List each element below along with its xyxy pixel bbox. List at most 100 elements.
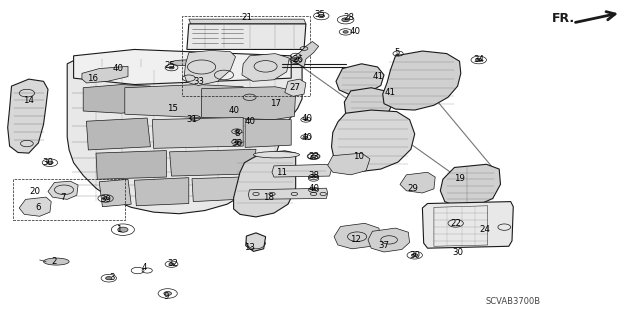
- Polygon shape: [187, 24, 306, 49]
- Polygon shape: [48, 181, 78, 199]
- Polygon shape: [74, 49, 291, 85]
- Polygon shape: [19, 197, 51, 216]
- Polygon shape: [245, 120, 291, 147]
- Circle shape: [164, 292, 172, 295]
- Circle shape: [47, 161, 53, 164]
- Circle shape: [106, 277, 112, 280]
- Polygon shape: [82, 66, 128, 83]
- Polygon shape: [202, 87, 296, 120]
- Circle shape: [311, 155, 316, 158]
- Text: 1: 1: [116, 225, 121, 234]
- Text: 23: 23: [308, 152, 319, 161]
- Text: 3: 3: [109, 273, 115, 282]
- Circle shape: [343, 31, 348, 33]
- Text: 5: 5: [394, 48, 399, 57]
- Text: 40: 40: [349, 27, 361, 36]
- Circle shape: [235, 130, 239, 132]
- Text: 27: 27: [289, 83, 300, 92]
- Text: 41: 41: [372, 72, 383, 81]
- Text: 24: 24: [479, 225, 491, 234]
- Text: 38: 38: [308, 171, 319, 180]
- Text: 13: 13: [244, 243, 255, 252]
- Text: FR.: FR.: [552, 12, 575, 25]
- Polygon shape: [170, 149, 256, 176]
- Polygon shape: [134, 178, 189, 206]
- Polygon shape: [285, 79, 306, 96]
- Circle shape: [312, 189, 316, 191]
- Text: 16: 16: [87, 74, 99, 83]
- Bar: [13, 179, 125, 220]
- Text: 21: 21: [241, 13, 252, 22]
- Text: 41: 41: [385, 88, 396, 97]
- Text: 2: 2: [52, 257, 57, 266]
- Polygon shape: [234, 151, 296, 217]
- Text: 12: 12: [349, 235, 361, 244]
- Text: 37: 37: [378, 241, 390, 250]
- Circle shape: [412, 254, 418, 257]
- Text: 14: 14: [23, 96, 35, 105]
- Circle shape: [312, 176, 316, 178]
- Polygon shape: [99, 179, 131, 207]
- Text: 40: 40: [244, 117, 255, 126]
- Text: 7: 7: [60, 193, 65, 202]
- Polygon shape: [400, 172, 435, 193]
- Polygon shape: [67, 53, 302, 214]
- Circle shape: [102, 197, 109, 200]
- Polygon shape: [125, 85, 243, 117]
- Polygon shape: [383, 51, 461, 110]
- Polygon shape: [334, 223, 381, 249]
- Text: 29: 29: [408, 184, 418, 193]
- Text: 6: 6: [36, 203, 41, 212]
- Text: 32: 32: [167, 259, 179, 268]
- Polygon shape: [83, 85, 150, 113]
- Text: 30: 30: [409, 251, 420, 260]
- Bar: [182, 16, 310, 96]
- Text: 4: 4: [141, 263, 147, 272]
- Text: 17: 17: [269, 99, 281, 108]
- Circle shape: [293, 59, 298, 62]
- Circle shape: [476, 58, 482, 62]
- Ellipse shape: [44, 258, 69, 265]
- Polygon shape: [8, 79, 48, 153]
- Text: 10: 10: [353, 152, 364, 161]
- Circle shape: [118, 227, 128, 232]
- Text: 28: 28: [343, 13, 355, 22]
- Polygon shape: [184, 50, 236, 85]
- Polygon shape: [440, 164, 500, 207]
- Text: 30: 30: [42, 158, 54, 167]
- Text: 9: 9: [164, 292, 169, 301]
- Circle shape: [318, 14, 324, 18]
- Text: 40: 40: [113, 64, 124, 73]
- Polygon shape: [328, 153, 370, 175]
- Polygon shape: [96, 151, 166, 179]
- Polygon shape: [242, 54, 289, 81]
- Polygon shape: [189, 19, 306, 24]
- Polygon shape: [246, 233, 266, 251]
- Text: 8: 8: [234, 130, 239, 138]
- Text: 20: 20: [29, 187, 41, 196]
- Polygon shape: [152, 117, 243, 148]
- Circle shape: [235, 141, 239, 143]
- Polygon shape: [248, 188, 328, 199]
- Text: 35: 35: [314, 10, 326, 19]
- Ellipse shape: [253, 152, 300, 158]
- Text: 15: 15: [167, 104, 179, 113]
- Text: 25: 25: [164, 61, 175, 70]
- Text: SCVAB3700B: SCVAB3700B: [485, 297, 540, 306]
- Text: 39: 39: [100, 195, 111, 204]
- Polygon shape: [192, 177, 240, 202]
- Text: 40: 40: [301, 114, 313, 122]
- Circle shape: [342, 18, 349, 22]
- Text: 34: 34: [473, 55, 484, 63]
- Text: 11: 11: [276, 168, 287, 177]
- Polygon shape: [336, 64, 384, 95]
- Polygon shape: [289, 41, 319, 67]
- Polygon shape: [332, 110, 415, 172]
- Text: 40: 40: [301, 133, 313, 142]
- Text: 26: 26: [292, 55, 303, 63]
- Ellipse shape: [170, 60, 201, 66]
- Polygon shape: [344, 88, 394, 119]
- Text: 36: 36: [231, 139, 243, 148]
- Circle shape: [311, 155, 316, 158]
- Text: 33: 33: [193, 77, 204, 86]
